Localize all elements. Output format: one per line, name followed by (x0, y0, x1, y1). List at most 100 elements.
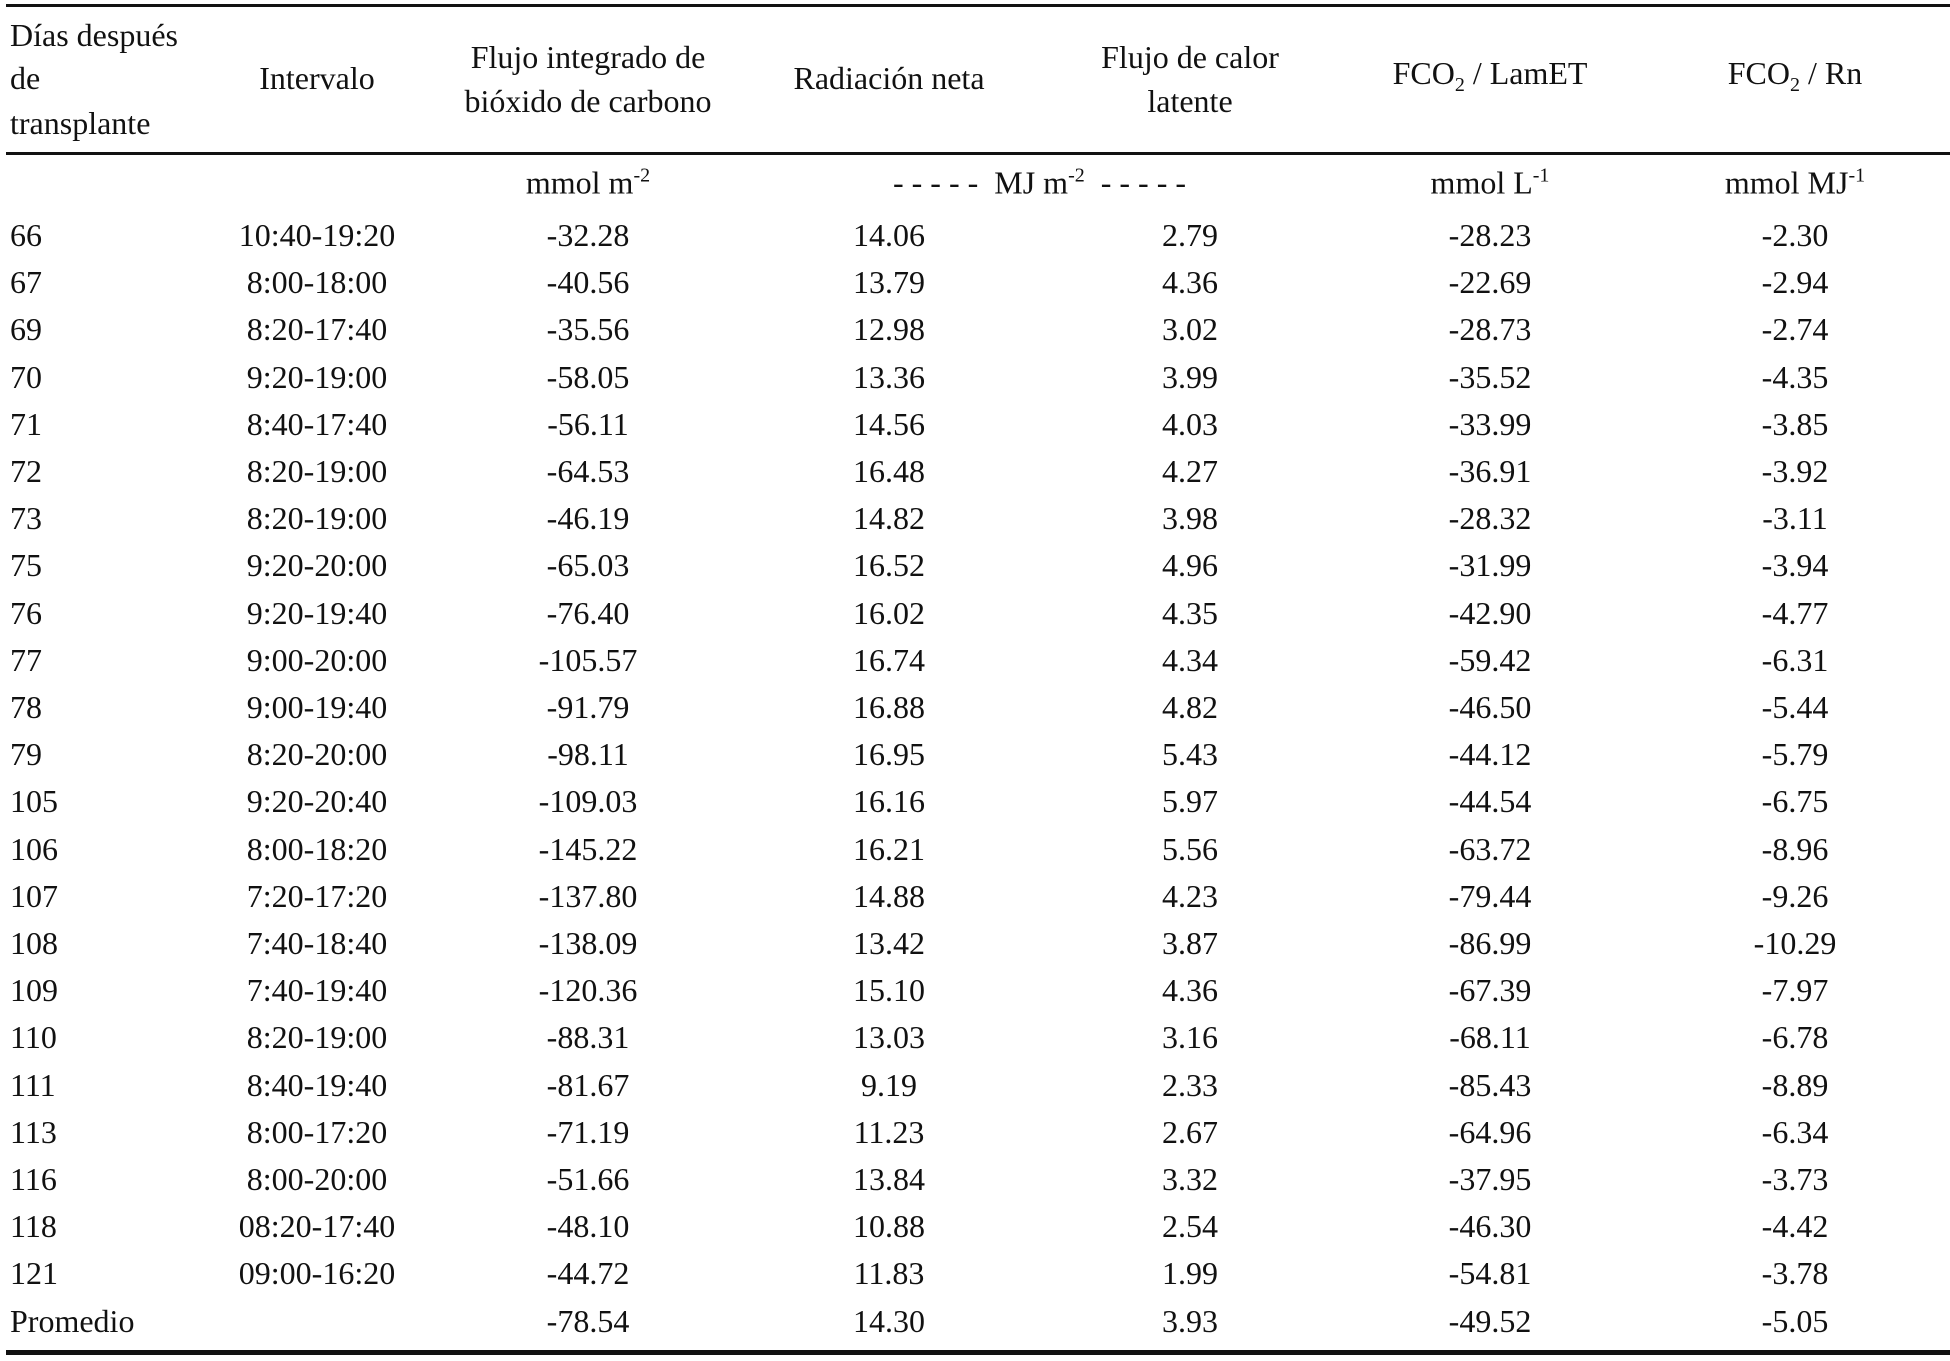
cell: -88.31 (546, 1019, 630, 1056)
cell: -81.67 (546, 1066, 630, 1103)
cell: 76 (10, 594, 42, 631)
cell: -7.97 (1761, 972, 1829, 1009)
cell: 8:40-17:40 (246, 405, 388, 442)
cell: 13.42 (853, 925, 925, 961)
header-text: Radiación neta (793, 60, 985, 96)
header-text: FCO2 / Rn (1728, 57, 1862, 95)
cell: 121 (10, 1255, 58, 1292)
cell: -36.91 (1448, 453, 1532, 489)
cell: -54.81 (1448, 1255, 1532, 1292)
cell: -44.54 (1448, 783, 1532, 820)
cell: 70 (10, 358, 42, 395)
cell: -120.36 (538, 972, 638, 1009)
cell: -5.44 (1761, 689, 1829, 725)
cell: 5.56 (1162, 830, 1218, 867)
cell: 5.97 (1162, 783, 1218, 820)
cell: -71.19 (546, 1113, 630, 1150)
cell: 8:20-19:00 (246, 453, 388, 489)
header-text: Flujo integrado de (470, 39, 706, 75)
unit-sup: -1 (1848, 164, 1866, 187)
cell: 16.48 (853, 453, 925, 489)
cell: -91.79 (546, 689, 630, 725)
cell: -6.34 (1761, 1113, 1829, 1150)
cell: -46.50 (1448, 689, 1532, 725)
cell: -46.19 (546, 500, 630, 537)
cell: 9:00-19:40 (246, 689, 388, 725)
cell: -5.79 (1761, 736, 1829, 773)
cell: -46.30 (1448, 1208, 1532, 1245)
cell: -63.72 (1448, 830, 1532, 867)
cell: -67.39 (1448, 972, 1532, 1009)
cell: -6.78 (1761, 1019, 1829, 1056)
cell: 108 (10, 925, 58, 961)
header-text: Intervalo (259, 60, 375, 96)
cell: 67 (10, 264, 42, 301)
cell: 14.56 (853, 405, 925, 442)
cell: -85.43 (1448, 1066, 1532, 1103)
cell: 2.67 (1162, 1113, 1218, 1150)
cell: -86.99 (1448, 925, 1532, 961)
cell: 79 (10, 736, 42, 773)
cell: 2.33 (1162, 1066, 1218, 1103)
cell: 7:40-18:40 (246, 925, 388, 961)
cell: 9:20-20:00 (246, 547, 388, 584)
cell: 4.34 (1162, 641, 1218, 678)
unit-main: mmol L (1430, 164, 1533, 201)
header-sub: 2 (1454, 74, 1465, 97)
cell: 09:00-16:20 (238, 1255, 396, 1292)
cell: -6.75 (1761, 783, 1829, 820)
header-main: FCO (1392, 54, 1455, 91)
cell: 7:40-19:40 (246, 972, 388, 1009)
cell: -78.54 (546, 1302, 630, 1339)
cell: -109.03 (538, 783, 638, 820)
cell: 13.03 (853, 1019, 925, 1056)
cell: -44.72 (546, 1255, 630, 1292)
cell: 14.06 (853, 217, 925, 253)
cell: 16.74 (853, 641, 925, 678)
cell: 118 (10, 1208, 57, 1245)
cell: -32.28 (546, 217, 630, 253)
cell: -33.99 (1448, 405, 1532, 442)
cell: 16.52 (853, 547, 925, 584)
cell: 15.10 (853, 972, 925, 1009)
cell: -64.53 (546, 453, 630, 489)
cell: -3.92 (1761, 453, 1829, 489)
cell: -5.05 (1761, 1302, 1829, 1339)
unit-main: mmol m (525, 164, 634, 201)
cell: 9:20-20:40 (246, 783, 388, 820)
cell: 107 (10, 877, 58, 914)
header-rest: / Rn (1800, 54, 1863, 91)
cell: 3.99 (1162, 358, 1218, 395)
cell: 3.87 (1162, 925, 1218, 961)
cell: 4.82 (1162, 689, 1218, 725)
cell: -9.26 (1761, 877, 1829, 914)
cell: 14.88 (853, 877, 925, 914)
cell: 1.99 (1162, 1255, 1218, 1292)
cell: 3.93 (1162, 1302, 1218, 1339)
unit-sup: -1 (1532, 164, 1550, 187)
cell: -48.10 (546, 1208, 630, 1245)
cell: 4.35 (1162, 594, 1218, 631)
cell: 4.03 (1162, 405, 1218, 442)
cell: 8:20-20:00 (246, 736, 388, 773)
cell: 3.32 (1162, 1161, 1218, 1197)
cell: Promedio (10, 1302, 135, 1339)
cell: 8:00-18:20 (246, 830, 388, 867)
cell: 4.27 (1162, 453, 1218, 489)
cell: 3.02 (1162, 311, 1218, 348)
header-text: Días después (10, 17, 178, 53)
cell: -40.56 (546, 264, 630, 301)
cell: 11.83 (853, 1255, 925, 1292)
cell: 2.79 (1162, 217, 1218, 253)
cell: -22.69 (1448, 264, 1532, 301)
header-rest: / LamET (1464, 54, 1588, 91)
cell: -8.89 (1761, 1066, 1829, 1103)
cell: 110 (10, 1019, 57, 1056)
cell: 3.98 (1162, 500, 1218, 537)
cell: 111 (10, 1066, 56, 1103)
cell: 8:00-17:20 (246, 1113, 388, 1150)
unit-text: - - - - - MJ m-2 - - - - - (893, 166, 1186, 199)
cell: -35.52 (1448, 358, 1532, 395)
cell: 14.30 (853, 1302, 925, 1339)
